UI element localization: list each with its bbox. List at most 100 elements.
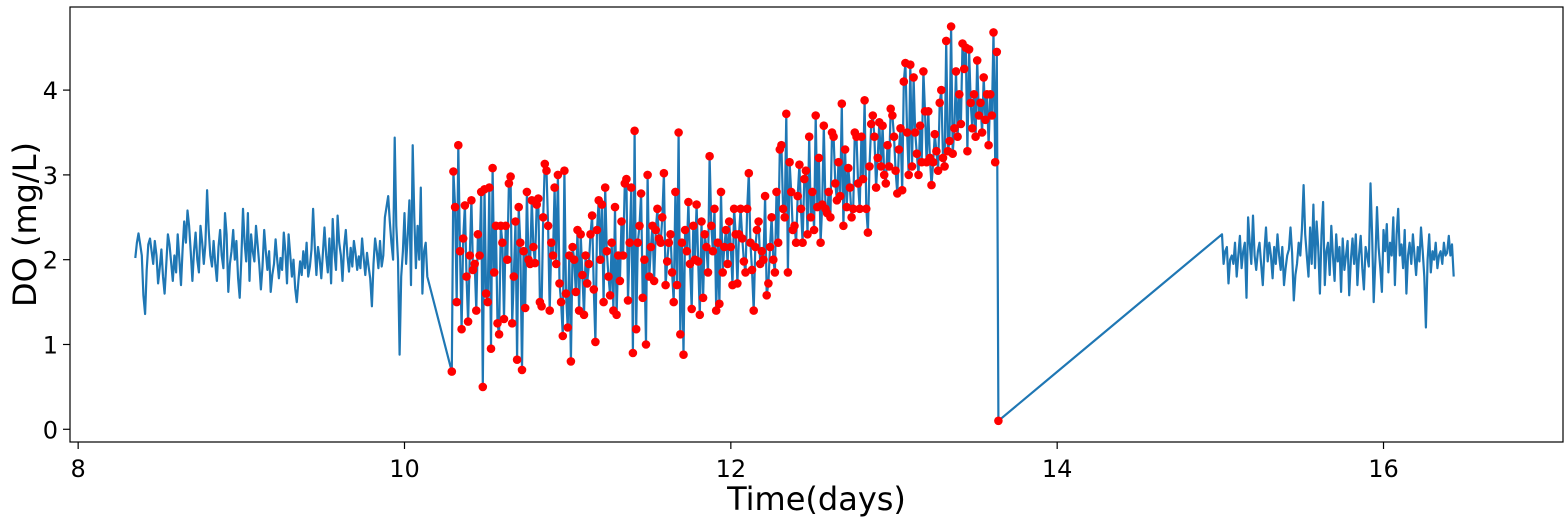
anomaly-point — [951, 67, 961, 76]
anomaly-point — [643, 170, 652, 180]
anomaly-point — [551, 259, 561, 269]
anomaly-point — [682, 246, 692, 256]
anomaly-point — [664, 238, 674, 247]
anomaly-point — [801, 166, 811, 175]
anomaly-point — [596, 255, 605, 264]
anomaly-point — [786, 187, 796, 197]
anomaly-point — [762, 291, 771, 300]
anomaly-point — [494, 330, 504, 339]
anomaly-point — [458, 234, 468, 243]
anomaly-point — [592, 225, 602, 235]
anomaly-point — [669, 297, 678, 307]
x-tick-label: 16 — [1368, 455, 1399, 483]
anomaly-point — [733, 279, 742, 288]
anomaly-point — [751, 242, 760, 252]
anomaly-point — [816, 238, 825, 247]
anomaly-point — [876, 162, 886, 171]
anomaly-point — [972, 56, 982, 65]
anomaly-point — [447, 367, 457, 376]
anomaly-point — [971, 132, 980, 141]
anomaly-point — [803, 230, 812, 239]
anomaly-point — [749, 306, 758, 315]
anomaly-point — [560, 166, 569, 175]
anomaly-point — [651, 225, 661, 235]
anomaly-point — [866, 119, 876, 129]
anomaly-point — [910, 128, 920, 137]
anomaly-point — [543, 221, 553, 231]
anomaly-point — [946, 22, 956, 31]
anomaly-point — [506, 172, 515, 181]
anomaly-point — [615, 276, 625, 286]
anomaly-point — [752, 225, 762, 235]
anomaly-point — [783, 268, 793, 277]
anomaly-point — [736, 204, 745, 214]
y-tick-label: 4 — [43, 77, 58, 105]
anomaly-point — [989, 28, 998, 37]
anomaly-point — [516, 238, 525, 247]
anomaly-point — [534, 194, 543, 203]
anomaly-point — [986, 90, 995, 99]
anomaly-point — [959, 64, 969, 74]
anomaly-point — [625, 238, 634, 247]
y-tick-label: 3 — [43, 162, 58, 190]
anomaly-point — [966, 98, 975, 108]
anomaly-point — [723, 259, 732, 269]
anomaly-point — [507, 319, 517, 328]
anomaly-point — [661, 280, 670, 290]
anomaly-point — [858, 174, 868, 184]
anomaly-point — [909, 73, 918, 82]
anomaly-point — [798, 238, 807, 247]
anomaly-point — [948, 149, 957, 158]
anomaly-point — [950, 124, 959, 133]
anomaly-point — [844, 163, 853, 173]
anomaly-point — [912, 149, 922, 158]
anomaly-point — [968, 124, 977, 133]
anomaly-point — [847, 213, 856, 222]
y-axis: 0 1 2 3 4 — [43, 77, 70, 444]
anomaly-point — [940, 162, 949, 171]
anomaly-point — [840, 145, 850, 154]
anomaly-point — [450, 202, 460, 212]
anomaly-point — [465, 251, 475, 260]
anomaly-point — [610, 202, 620, 212]
anomaly-point — [886, 104, 895, 114]
anomaly-point — [697, 217, 706, 226]
anomaly-point — [553, 170, 563, 180]
anomaly-point — [693, 257, 703, 266]
anomaly-point — [726, 242, 736, 252]
anomaly-point — [635, 221, 644, 231]
anomaly-point — [834, 157, 843, 167]
x-tick-label: 10 — [389, 455, 420, 483]
anomaly-point — [501, 221, 511, 231]
anomaly-point — [829, 132, 838, 141]
anomaly-point — [935, 98, 944, 108]
anomaly-point — [618, 251, 628, 260]
anomaly-point — [904, 170, 913, 180]
anomaly-point — [582, 279, 592, 288]
anomaly-point — [517, 365, 527, 375]
anomaly-point — [809, 225, 819, 235]
anomaly-point — [924, 107, 933, 116]
anomaly-point — [710, 204, 719, 214]
anomaly-point — [566, 357, 576, 366]
anomaly-point — [509, 272, 519, 281]
anomaly-point — [987, 111, 997, 120]
anomaly-point — [777, 140, 786, 150]
anomaly-point — [630, 126, 639, 136]
anomaly-point — [780, 213, 789, 222]
anomaly-point — [708, 246, 718, 256]
anomaly-point — [703, 268, 713, 277]
anomaly-point — [591, 337, 600, 347]
anomaly-point — [581, 251, 590, 260]
anomaly-point — [873, 153, 882, 163]
anomaly-point — [826, 213, 835, 222]
anomaly-point — [454, 140, 463, 150]
anomaly-point — [452, 297, 462, 307]
anomaly-point — [568, 242, 577, 252]
x-axis-label: Time(days) — [726, 480, 906, 518]
anomaly-point — [604, 272, 613, 281]
anomaly-point — [795, 160, 804, 169]
anomaly-point — [599, 297, 608, 307]
anomaly-point — [862, 204, 871, 214]
anomaly-point — [638, 293, 647, 303]
